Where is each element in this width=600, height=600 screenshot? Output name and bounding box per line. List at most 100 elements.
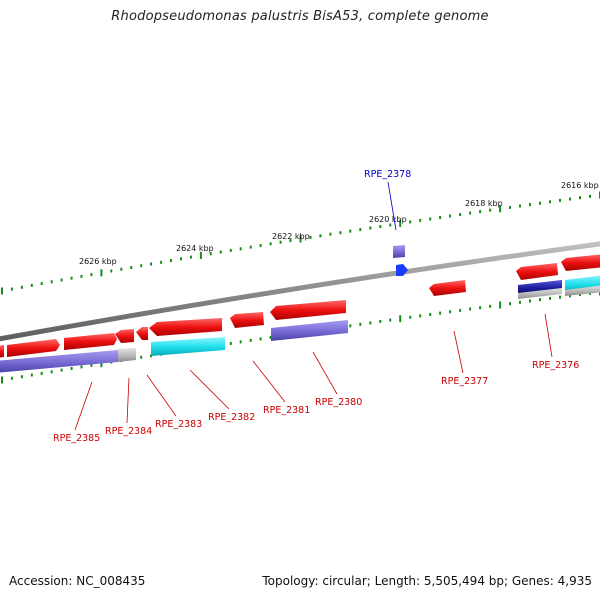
inner-scale-tick (229, 341, 232, 345)
gene-2376[interactable] (516, 263, 558, 280)
genome-backbone (0, 241, 600, 342)
inner-scale-tick (90, 363, 93, 367)
cog-bar-gray-right[interactable] (565, 285, 600, 296)
outer-scale-tick (339, 231, 342, 235)
outer-scale-tick (90, 273, 93, 277)
leader-2377 (453, 330, 464, 374)
gene-label-2381: RPE_2381 (263, 405, 310, 416)
outer-scale-tick (439, 216, 442, 219)
inner-scale-tick (60, 368, 63, 372)
gene-2378-rna[interactable] (396, 264, 408, 276)
gene-2383-a[interactable] (115, 329, 134, 343)
leader-2380 (312, 351, 338, 395)
outer-scale-tick (180, 257, 182, 261)
outer-scale-tick (110, 269, 113, 273)
cog-bar-gray-2376[interactable] (518, 288, 562, 299)
outer-scale-tick (309, 235, 312, 239)
outer-scale-tick (1, 287, 3, 295)
scale-label-2618: 2618 kbp (465, 199, 503, 208)
outer-scale-track (1, 191, 600, 295)
gene-label-2377: RPE_2377 (441, 376, 488, 387)
cog-bar-cyan-2382[interactable] (151, 337, 225, 356)
inner-scale-tick (439, 311, 442, 315)
gene-label-2384: RPE_2384 (105, 426, 152, 437)
inner-scale-tick (40, 371, 43, 375)
inner-scale-tick (429, 313, 432, 316)
inner-scale-tick (239, 340, 242, 344)
cog-bar-purple-left[interactable] (0, 350, 118, 373)
outer-scale-tick (409, 220, 412, 224)
outer-scale-tick (419, 218, 422, 222)
scale-label-2626: 2626 kbp (79, 257, 117, 266)
inner-scale-tick (379, 320, 382, 323)
inner-scale-tick (399, 315, 402, 323)
outer-scale-tick (199, 251, 202, 259)
outer-scale-tick (469, 211, 472, 215)
outer-scale-tick (359, 228, 362, 232)
inner-scale-tick (359, 322, 362, 326)
gene-label-2380: RPE_2380 (315, 397, 362, 408)
leader-2376 (544, 313, 553, 358)
outer-scale-tick (70, 276, 73, 280)
outer-scale-tick (349, 229, 352, 233)
outer-scale-tick (30, 283, 33, 287)
outer-scale-tick (539, 201, 541, 205)
gene-2377[interactable] (429, 280, 466, 296)
outer-scale-tick (329, 232, 332, 236)
outer-scale-tick (189, 255, 192, 259)
inner-scale-tick (409, 315, 412, 319)
outer-scale-tick (160, 260, 163, 264)
inner-scale-tick (549, 296, 551, 300)
inner-scale-tick (489, 304, 492, 308)
gene-right-edge[interactable] (561, 254, 600, 271)
cog-bar-gray-left[interactable] (118, 348, 136, 362)
gene-label-2378: RPE_2378 (364, 169, 411, 180)
inner-scale-tick (469, 307, 472, 311)
outer-scale-tick (499, 205, 502, 213)
gene-2383-b[interactable] (136, 327, 148, 340)
inner-scale-tick (449, 310, 452, 314)
gene-2385-left[interactable] (0, 345, 4, 358)
outer-scale-tick (20, 285, 23, 289)
outer-scale-tick (429, 217, 432, 221)
outer-scale-tick (170, 259, 172, 263)
outer-scale-tick (140, 264, 143, 268)
inner-scale-tick (539, 298, 541, 302)
outer-scale-tick (150, 262, 153, 266)
cog-bar-purple-2380[interactable] (271, 320, 348, 341)
scale-label-2616: 2616 kbp (561, 181, 599, 190)
outer-scale-tick (559, 198, 561, 202)
gene-2385[interactable] (7, 339, 60, 357)
inner-scale-tick (50, 370, 53, 374)
genome-summary-text: Topology: circular; Length: 5,505,494 bp… (262, 574, 592, 588)
outer-scale-tick (259, 244, 262, 247)
cog-bar-small-2378[interactable] (393, 245, 405, 258)
inner-scale-tick (529, 299, 531, 303)
outer-scale-tick (449, 214, 452, 218)
outer-scale-tick (489, 208, 492, 212)
label-leaders (74, 181, 553, 431)
inner-scale-tick (249, 338, 252, 342)
outer-scale-tick (229, 248, 232, 252)
gene-2380[interactable] (270, 300, 346, 320)
inner-scale-tick (10, 376, 13, 380)
outer-scale-tick (529, 203, 531, 207)
outer-scale-tick (319, 234, 322, 238)
leader-2385 (74, 381, 93, 431)
scale-label-2620: 2620 kbp (369, 215, 407, 224)
inner-scale-tick (479, 306, 482, 310)
inner-scale-tick (1, 376, 3, 384)
outer-scale-tick (289, 239, 292, 243)
outer-scale-tick (249, 245, 252, 249)
gene-2381[interactable] (230, 312, 264, 328)
inner-scale-tick (559, 295, 561, 299)
outer-scale-tick (379, 225, 382, 228)
inner-scale-tick (30, 373, 33, 377)
inner-scale-tick (389, 318, 392, 322)
gene-2384[interactable] (64, 333, 117, 350)
gene-2382[interactable] (149, 318, 222, 336)
scale-label-2624: 2624 kbp (176, 244, 214, 253)
inner-scale-tick (369, 321, 372, 325)
outer-scale-tick (459, 213, 462, 216)
